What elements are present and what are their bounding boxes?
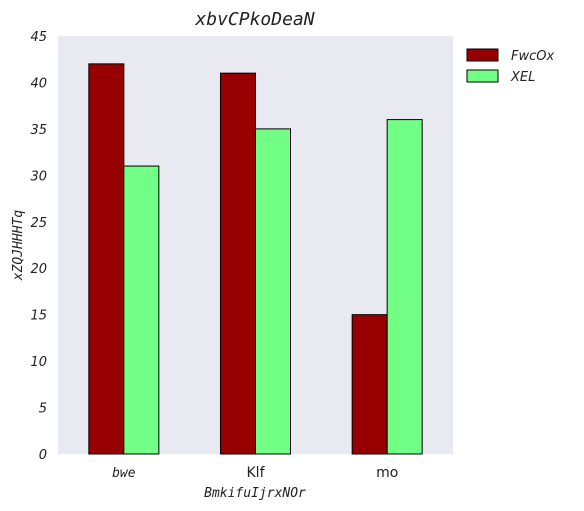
y-tick-label: 20 (30, 262, 47, 277)
y-tick-label: 30 (30, 169, 47, 184)
bar-FwcOx-bwe (88, 63, 125, 455)
y-axis-label: xZQJHHHTq (11, 210, 26, 282)
legend-label-FwcOx: FwcOx (511, 49, 554, 64)
bars-group (88, 63, 423, 455)
bar-FwcOx-Klf (220, 72, 256, 455)
bar-XEL-bwe (123, 165, 160, 455)
bar-XEL-mo (386, 119, 423, 455)
y-tick-label: 10 (30, 355, 47, 370)
y-tick-label: 45 (30, 30, 47, 45)
legend-swatch-FwcOx (466, 48, 499, 62)
y-tick-labels: 0 5 10 15 20 25 30 35 40 45 (30, 30, 47, 463)
x-tick-label: Klf (247, 465, 266, 481)
bar-FwcOx-mo (351, 314, 388, 455)
legend-swatch-XEL (466, 69, 499, 83)
y-tick-label: 40 (30, 76, 47, 91)
y-tick-label: 35 (30, 123, 47, 138)
legend-label-XEL: XEL (510, 70, 535, 85)
legend: FwcOx XEL (466, 48, 554, 85)
x-tick-label: bwe (112, 466, 136, 481)
chart-title: xbvCPkoDeaN (194, 9, 314, 30)
x-tick-label: mo (376, 465, 398, 481)
y-tick-label: 15 (30, 309, 47, 324)
bar-XEL-Klf (255, 128, 291, 455)
x-tick-labels: bwe Klf mo (112, 465, 398, 481)
x-axis-label: BmkifuIjrxNOr (204, 486, 306, 501)
y-tick-label: 25 (30, 216, 47, 231)
y-tick-label: 0 (39, 448, 47, 463)
y-tick-label: 5 (39, 402, 47, 417)
